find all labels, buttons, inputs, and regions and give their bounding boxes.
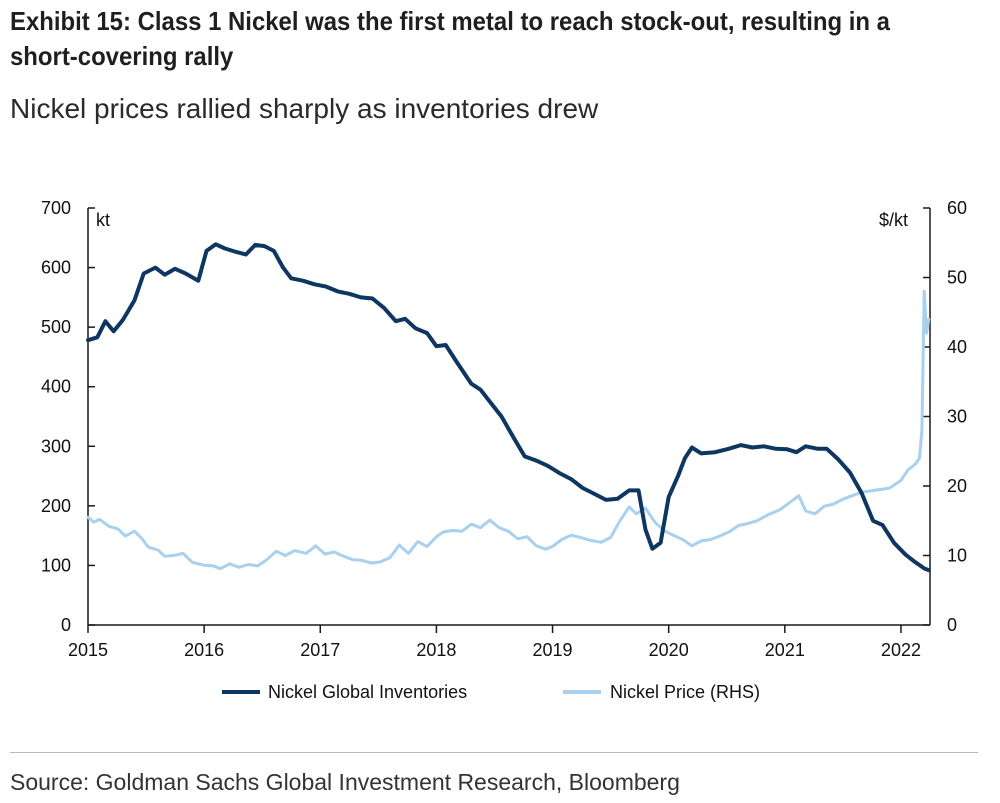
- x-tick-label: 2016: [184, 640, 224, 660]
- nickel-chart: 0 100 200 300 400 500 600 700 0 10 20 30 40 50 60 201…: [41, 198, 967, 702]
- right-axis-unit: $/kt: [879, 210, 908, 230]
- chart-title: Exhibit 15: Class 1 Nickel was the first…: [10, 6, 890, 71]
- right-tick-label: 10: [947, 546, 967, 566]
- legend: Nickel Global Inventories Nickel Price (…: [222, 682, 760, 702]
- left-tick-label: 600: [41, 258, 71, 278]
- series-line-inventories: [86, 242, 931, 573]
- x-axis: 2015 2016 2017 2018 2019 2020 2021 2022: [68, 624, 930, 660]
- source-note: Source: Goldman Sachs Global Investment …: [10, 769, 680, 795]
- left-tick-label: 0: [61, 615, 71, 635]
- footer-divider: [10, 752, 978, 753]
- series-line-price: [86, 289, 931, 571]
- x-tick-label: 2019: [533, 640, 573, 660]
- left-tick-label: 400: [41, 377, 71, 397]
- x-tick-label: 2017: [300, 640, 340, 660]
- x-tick-label: 2021: [765, 640, 805, 660]
- legend-label-price: Nickel Price (RHS): [610, 682, 760, 702]
- x-tick-label: 2015: [68, 640, 108, 660]
- left-axis-unit: kt: [96, 210, 110, 230]
- right-tick-label: 50: [947, 268, 967, 288]
- right-tick-label: 30: [947, 407, 967, 427]
- x-tick-label: 2020: [649, 640, 689, 660]
- chart-subtitle: Nickel prices rallied sharply as invento…: [10, 93, 599, 124]
- left-tick-label: 200: [41, 496, 71, 516]
- left-tick-label: 700: [41, 198, 71, 218]
- x-tick-label: 2018: [416, 640, 456, 660]
- left-tick-label: 500: [41, 317, 71, 337]
- right-tick-label: 20: [947, 476, 967, 496]
- right-tick-label: 0: [947, 615, 957, 635]
- right-tick-label: 60: [947, 198, 967, 218]
- right-axis: 0 10 20 30 40 50 60: [923, 198, 967, 635]
- left-tick-label: 100: [41, 555, 71, 575]
- x-tick-label: 2022: [881, 640, 921, 660]
- left-tick-label: 300: [41, 436, 71, 456]
- legend-label-inventories: Nickel Global Inventories: [268, 682, 467, 702]
- left-axis: 0 100 200 300 400 500 600 700: [41, 198, 95, 635]
- right-tick-label: 40: [947, 337, 967, 357]
